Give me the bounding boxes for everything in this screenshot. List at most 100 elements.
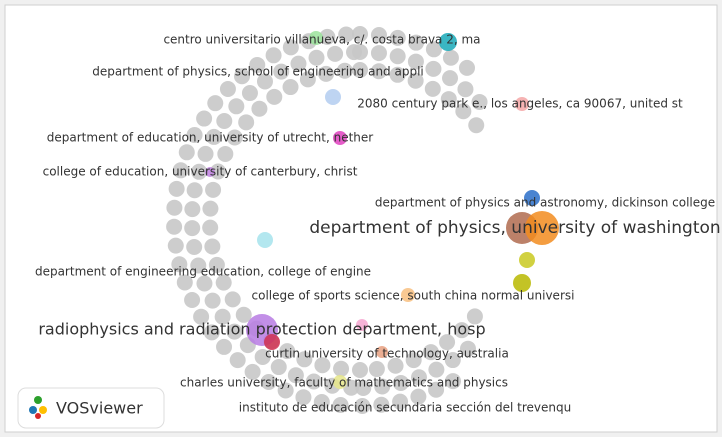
node [459,340,476,357]
node-label: instituto de educación secundaria secció… [239,401,571,415]
node [233,68,250,85]
node [166,218,183,235]
node [196,275,213,292]
node [216,112,233,129]
node [309,31,323,45]
logo-icon [39,406,47,414]
node-label: college of sports science, south china n… [252,289,575,303]
node [241,85,258,102]
logo-frame [17,387,165,429]
node [444,352,461,369]
node [244,363,261,380]
node [405,352,422,369]
node [205,167,215,177]
node [425,41,442,58]
node [168,180,185,197]
node [196,110,213,127]
node [338,26,355,43]
logo-icon [29,406,37,414]
node-label: charles university, faculty of mathemati… [180,376,508,390]
node [333,375,347,389]
node [519,252,535,268]
logo-icon [34,396,42,404]
node [439,33,457,51]
node [442,49,459,66]
node [356,319,368,331]
logo-text: VOSviewer [56,399,143,418]
node [166,199,183,216]
node [352,44,368,60]
node [282,39,299,56]
node [422,344,439,361]
node [266,88,283,105]
node [172,162,189,179]
node [226,323,243,340]
node [354,397,371,414]
node [515,97,529,111]
nodes [166,26,559,414]
node [440,91,457,108]
node [273,63,290,80]
node [193,308,210,325]
node [442,70,459,87]
node [319,28,336,45]
node [176,274,193,291]
node [277,382,294,399]
node [204,238,221,255]
node [370,63,387,80]
node [313,394,330,411]
node [352,62,368,78]
node [265,47,282,64]
node [336,62,353,79]
node [466,308,483,325]
node [207,95,224,112]
node [424,80,441,97]
node [374,378,391,395]
node [458,59,475,76]
node [249,56,266,73]
node-label: department of physics and astronomy, dic… [375,196,715,210]
node [210,163,227,180]
node [204,292,221,309]
node [389,48,406,65]
node-label: department of physics, school of enginee… [92,65,424,79]
node [257,232,273,248]
node [428,361,445,378]
node [332,396,349,413]
node [184,201,201,218]
node [327,45,344,62]
node [202,200,219,217]
node [235,306,252,323]
node [217,145,234,162]
logo-box: VOSviewer [17,387,165,429]
node-label: 2080 century park e., los angeles, ca 90… [357,97,683,111]
node [408,34,425,51]
node [318,65,335,82]
node [299,71,316,88]
node [457,81,474,98]
node [343,379,360,396]
node-label: centro universitario villanueva, c/. cos… [163,33,480,47]
node [205,128,222,145]
node-label: department of education, university of u… [47,131,373,145]
node [279,343,296,360]
node [524,190,540,206]
node [186,182,203,199]
node [308,49,325,66]
node [184,291,201,308]
node [256,73,273,90]
node [401,288,415,302]
node-label: radiophysics and radiation protection de… [38,320,485,339]
node [314,357,331,374]
node [282,79,299,96]
node [216,338,233,355]
node [208,256,225,273]
node [333,360,350,377]
node [171,256,188,273]
labels: centro universitario villanueva, c/. cos… [35,33,721,415]
node [468,117,485,134]
node [370,26,387,43]
node [407,72,424,89]
